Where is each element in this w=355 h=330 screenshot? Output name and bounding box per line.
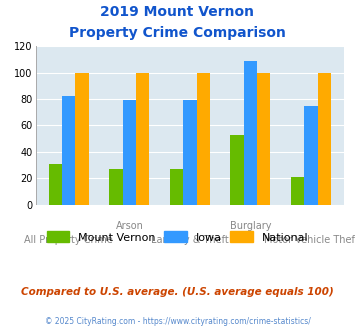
Bar — [318, 73, 331, 205]
Bar — [183, 100, 197, 205]
Bar — [291, 177, 304, 205]
Bar — [136, 73, 149, 205]
Text: Arson: Arson — [115, 221, 143, 231]
Bar — [230, 135, 244, 205]
Bar — [170, 169, 183, 205]
Bar — [109, 169, 123, 205]
Bar — [123, 100, 136, 205]
Bar — [76, 73, 89, 205]
Text: Burglary: Burglary — [230, 221, 271, 231]
Bar — [244, 61, 257, 205]
Text: Property Crime Comparison: Property Crime Comparison — [69, 26, 286, 40]
Legend: Mount Vernon, Iowa, National: Mount Vernon, Iowa, National — [43, 227, 312, 247]
Text: © 2025 CityRating.com - https://www.cityrating.com/crime-statistics/: © 2025 CityRating.com - https://www.city… — [45, 317, 310, 326]
Text: 2019 Mount Vernon: 2019 Mount Vernon — [100, 5, 255, 19]
Text: Compared to U.S. average. (U.S. average equals 100): Compared to U.S. average. (U.S. average … — [21, 287, 334, 297]
Text: Motor Vehicle Theft: Motor Vehicle Theft — [264, 235, 355, 245]
Bar — [197, 73, 210, 205]
Bar — [49, 164, 62, 205]
Text: Larceny & Theft: Larceny & Theft — [151, 235, 229, 245]
Bar — [62, 96, 76, 205]
Bar — [304, 106, 318, 205]
Bar — [257, 73, 271, 205]
Text: All Property Crime: All Property Crime — [24, 235, 113, 245]
